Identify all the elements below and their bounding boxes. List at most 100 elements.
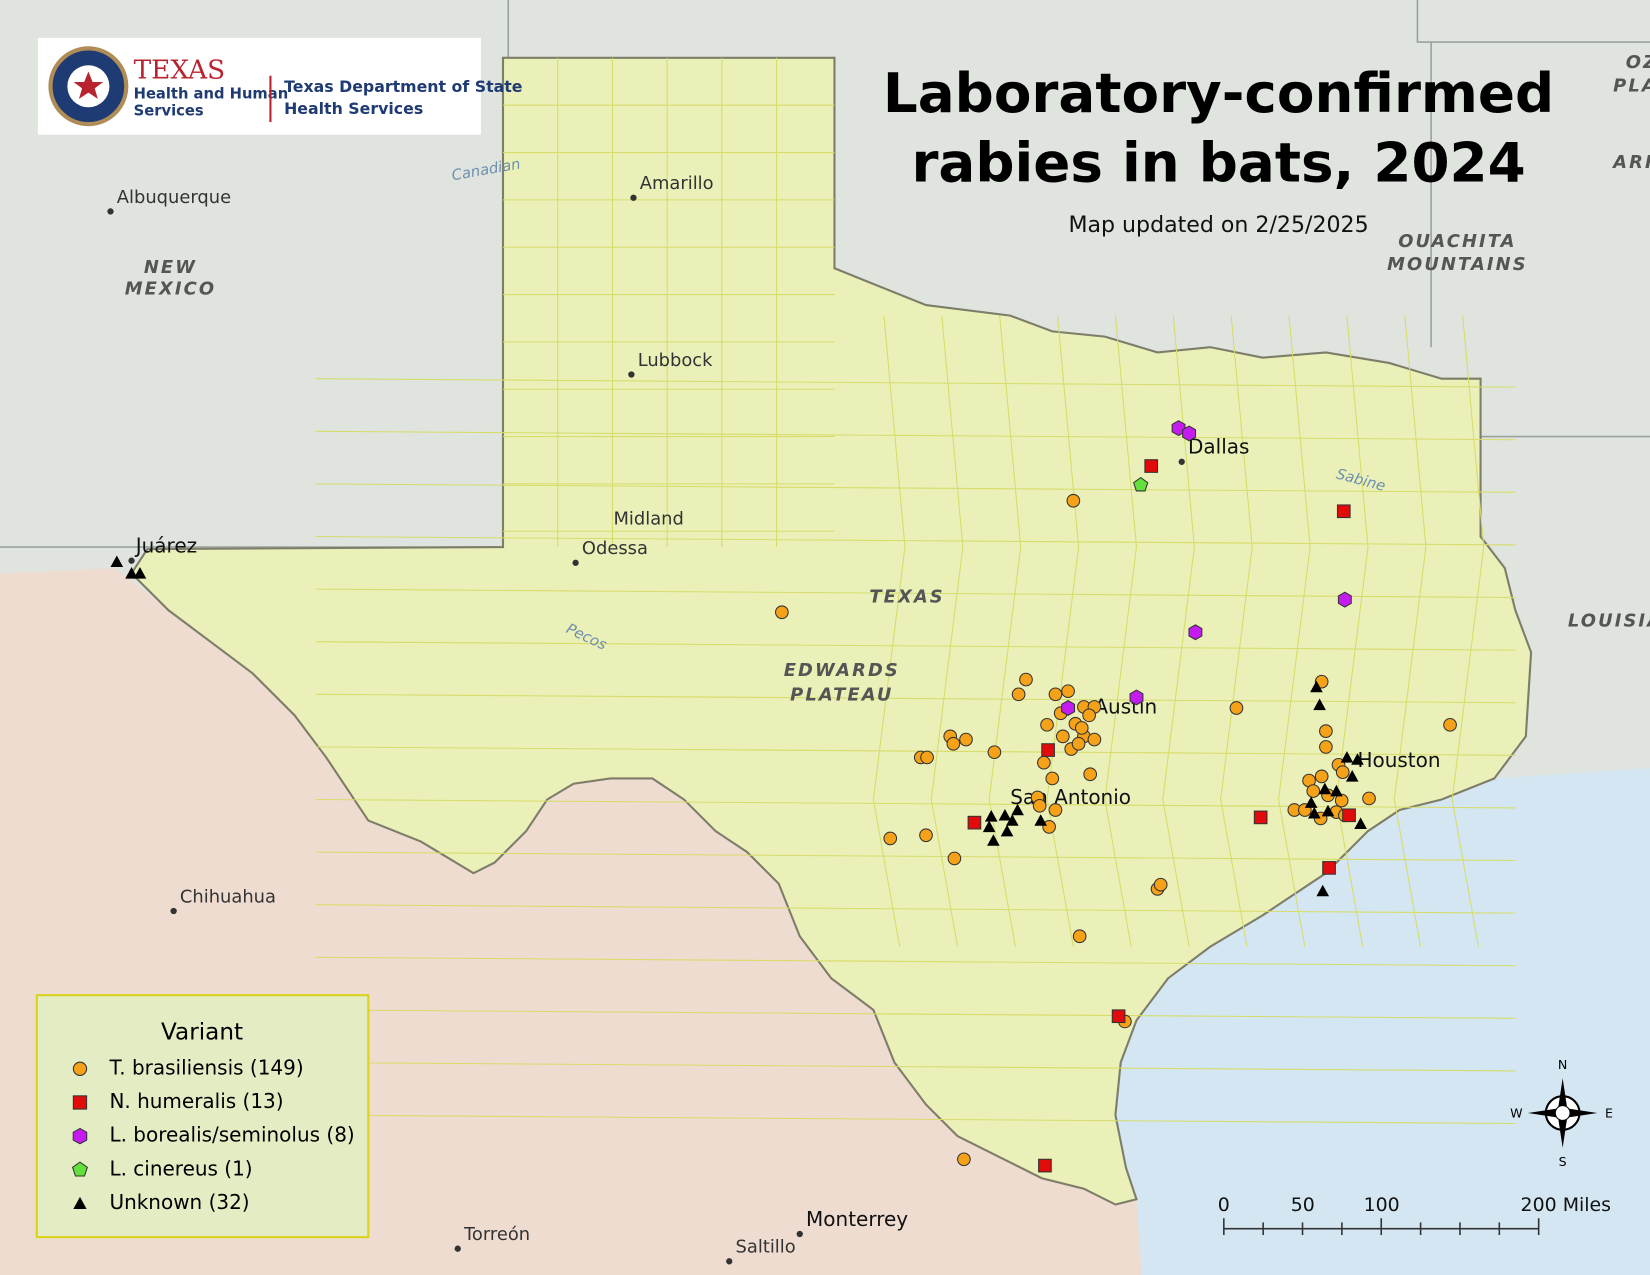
region-label: OUACHITA xyxy=(1398,231,1516,252)
city-label: Saltillo xyxy=(736,1237,796,1258)
title: rabies in bats, 2024 xyxy=(911,130,1525,194)
case-triangle xyxy=(1005,814,1019,826)
case-square xyxy=(1038,1158,1052,1173)
case-triangle xyxy=(1000,824,1014,837)
region-label: EDWARDS xyxy=(784,660,900,681)
legend-label: L. cinereus (1) xyxy=(109,1156,252,1180)
case-triangle xyxy=(110,555,124,568)
case-hexagon xyxy=(1337,591,1352,608)
scale-label: 50 xyxy=(1291,1194,1315,1216)
county-line xyxy=(1046,315,1080,947)
subtitle: Map updated on 2/25/2025 xyxy=(1068,212,1368,238)
case-circle xyxy=(1314,769,1329,784)
case-triangle xyxy=(1308,806,1321,819)
case-triangle xyxy=(1318,782,1332,795)
region-label: OZ xyxy=(1626,52,1650,73)
city-label: Midland xyxy=(613,509,683,530)
county-line xyxy=(315,1114,1516,1125)
case-triangle xyxy=(1310,680,1323,693)
case-circle xyxy=(1443,717,1457,732)
city-label: San Antonio xyxy=(1010,785,1131,809)
case-triangle xyxy=(1313,698,1326,711)
county-line xyxy=(315,641,1516,651)
city-dot xyxy=(1178,458,1185,465)
case-triangle xyxy=(1321,804,1335,817)
city-dot xyxy=(107,208,114,215)
logo-star xyxy=(73,71,104,99)
city-dot xyxy=(628,371,635,378)
county-line xyxy=(315,1061,1516,1072)
case-square xyxy=(1041,743,1055,757)
county-line xyxy=(315,746,1516,756)
region-label: MOUNTAINS xyxy=(1387,254,1528,275)
points xyxy=(110,420,1457,1173)
case-triangle xyxy=(125,567,138,579)
city-label: Chihuahua xyxy=(180,886,276,907)
case-triangle xyxy=(1351,753,1364,765)
scale-bar: 0 50 100 200 Miles xyxy=(1218,1194,1611,1236)
case-circle xyxy=(1032,798,1047,813)
case-triangle xyxy=(987,834,1000,846)
legend-title: Variant xyxy=(161,1020,243,1046)
county-line xyxy=(315,904,1516,914)
case-triangle xyxy=(1354,817,1367,829)
region-label: MEXICO xyxy=(125,278,216,299)
county-line xyxy=(315,693,1516,704)
county-line xyxy=(1278,315,1311,947)
case-circle xyxy=(920,750,934,765)
case-hexagon xyxy=(1061,700,1076,716)
county-line xyxy=(315,851,1516,862)
scale-label: 0 xyxy=(1218,1194,1230,1216)
case-circle xyxy=(919,828,933,843)
county-line xyxy=(1393,315,1427,947)
county-line xyxy=(315,430,1516,441)
city-label: Juárez xyxy=(134,534,197,558)
case-hexagon xyxy=(1188,624,1203,641)
case-circle xyxy=(947,851,962,866)
case-circle xyxy=(72,1061,88,1076)
case-square xyxy=(1336,504,1351,519)
case-square xyxy=(1253,810,1268,825)
city-dot xyxy=(796,1230,803,1238)
case-square xyxy=(967,815,982,830)
case-hexagon xyxy=(72,1127,88,1145)
region-label: PLATEAU xyxy=(790,684,893,705)
city-label: Austin xyxy=(1094,694,1157,718)
case-triangle xyxy=(998,808,1012,821)
case-circle xyxy=(1045,771,1060,786)
city-label: Monterrey xyxy=(806,1207,908,1231)
case-square xyxy=(1322,861,1336,875)
case-circle xyxy=(957,1152,971,1167)
case-circle xyxy=(1055,729,1070,744)
case-circle xyxy=(1087,732,1102,747)
case-circle xyxy=(1061,684,1075,698)
case-circle xyxy=(1083,767,1098,782)
compass xyxy=(1527,1078,1598,1148)
case-circle xyxy=(1071,736,1086,751)
case-circle xyxy=(1042,820,1056,834)
logo-line: Services xyxy=(134,103,204,120)
city-label: Houston xyxy=(1357,748,1440,772)
county-line xyxy=(930,315,964,947)
region-label: PLA xyxy=(1613,75,1650,96)
city-dot xyxy=(170,907,177,915)
case-triangle xyxy=(1034,814,1048,826)
case-circle xyxy=(1048,687,1063,702)
case-circle xyxy=(1229,701,1244,715)
case-hexagon xyxy=(1182,425,1197,442)
case-triangle xyxy=(1330,784,1343,797)
case-circle xyxy=(946,736,961,751)
county-line xyxy=(315,956,1516,967)
case-circle xyxy=(1319,740,1333,754)
dept-line: Texas Department of State xyxy=(284,77,522,96)
case-triangle xyxy=(984,810,998,822)
county-line xyxy=(315,378,1516,388)
city-dot xyxy=(630,194,637,201)
case-circle xyxy=(1040,717,1054,732)
case-triangle xyxy=(1316,884,1330,897)
case-circle xyxy=(1072,929,1087,944)
city-dot xyxy=(454,1245,461,1252)
case-circle xyxy=(883,831,898,846)
case-circle xyxy=(1319,724,1333,738)
